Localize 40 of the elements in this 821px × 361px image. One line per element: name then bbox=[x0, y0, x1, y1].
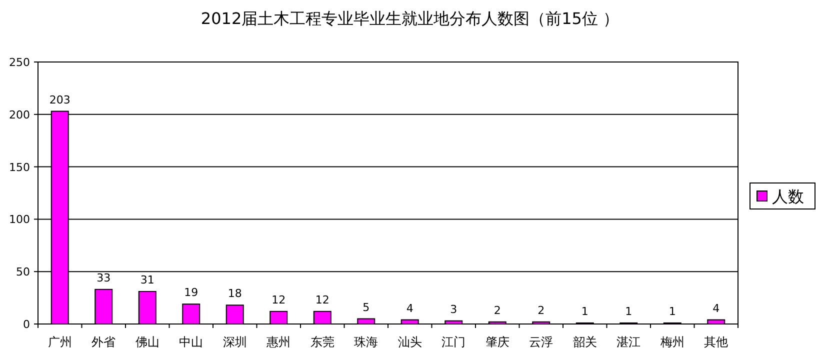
x-tick-label: 云浮 bbox=[529, 335, 554, 349]
data-label: 12 bbox=[272, 293, 286, 306]
data-label: 12 bbox=[315, 293, 330, 306]
data-label: 19 bbox=[184, 286, 198, 300]
data-label: 1 bbox=[581, 304, 588, 318]
x-tick-label: 韶关 bbox=[572, 335, 597, 349]
x-tick-label: 中山 bbox=[179, 335, 204, 349]
x-tick-label: 东莞 bbox=[310, 335, 334, 349]
data-label: 1 bbox=[625, 304, 632, 318]
title: 2012届土木工程专业毕业生就业地分布人数图（前15位 ） bbox=[200, 9, 620, 28]
x-tick-label: 梅州 bbox=[659, 335, 684, 349]
y-tick-label: 150 bbox=[9, 160, 30, 174]
data-label: 4 bbox=[406, 302, 414, 315]
data-label: 3 bbox=[450, 302, 458, 316]
x-tick-label: 佛山 bbox=[135, 335, 160, 349]
x-tick-label: 珠海 bbox=[354, 335, 378, 349]
x-tick-label: 江门 bbox=[442, 335, 466, 349]
x-tick-label: 深圳 bbox=[222, 335, 247, 349]
x-tick-label: 外省 bbox=[92, 335, 116, 349]
data-label: 1 bbox=[668, 304, 676, 318]
x-tick-label: 肇庆 bbox=[485, 335, 510, 349]
data-label: 31 bbox=[140, 274, 154, 287]
x-tick-label: 惠州 bbox=[266, 335, 291, 349]
data-label: 4 bbox=[712, 302, 720, 315]
legend-label: 人数 bbox=[772, 187, 804, 206]
data-label: 2 bbox=[538, 304, 545, 317]
y-tick-label: 100 bbox=[9, 213, 30, 226]
data-label: 2 bbox=[494, 304, 501, 317]
data-label: 18 bbox=[228, 287, 242, 300]
data-label: 5 bbox=[362, 300, 370, 314]
data-label: 203 bbox=[49, 93, 70, 106]
data-label: 33 bbox=[96, 271, 111, 284]
x-tick-label: 其他 bbox=[704, 335, 728, 349]
y-tick-label: 0 bbox=[23, 318, 30, 331]
y-tick-label: 250 bbox=[9, 56, 30, 69]
x-tick-label: 广州 bbox=[48, 335, 72, 349]
x-tick-label: 湛江 bbox=[616, 335, 641, 349]
x-tick-label: 汕头 bbox=[398, 335, 422, 349]
y-tick-label: 200 bbox=[9, 108, 30, 122]
y-tick-label: 50 bbox=[16, 266, 30, 279]
